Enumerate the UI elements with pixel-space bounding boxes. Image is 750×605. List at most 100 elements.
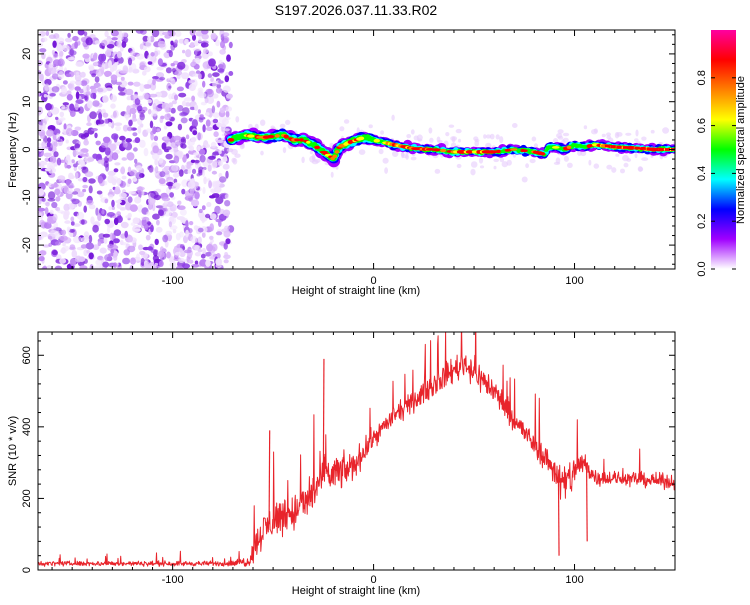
noise-blob: [61, 105, 66, 110]
noise-blob: [138, 191, 142, 199]
noise-blob: [197, 227, 204, 233]
faint-blob: [474, 140, 480, 147]
noise-blob: [84, 171, 94, 178]
noise-blob: [103, 237, 108, 244]
noise-blob: [205, 126, 214, 131]
faint-blob: [593, 163, 600, 169]
noise-blob: [207, 51, 213, 57]
faint-blob: [620, 168, 625, 174]
noise-blob: [210, 78, 214, 83]
noise-blob: [223, 37, 229, 44]
noise-blob: [214, 205, 221, 215]
noise-blob: [161, 102, 170, 110]
noise-blob: [179, 250, 186, 257]
noise-blob: [132, 177, 138, 182]
noise-blob: [139, 43, 144, 50]
noise-blob: [97, 175, 104, 184]
noise-blob: [73, 163, 78, 168]
noise-blob: [156, 66, 164, 71]
noise-blob: [38, 91, 41, 97]
y-tick-label: 600: [21, 346, 33, 364]
noise-blob: [228, 71, 234, 76]
noise-blob: [38, 142, 42, 147]
noise-blob: [56, 37, 65, 44]
noise-blob: [142, 35, 149, 42]
noise-blob: [158, 157, 164, 164]
noise-blob: [130, 118, 138, 122]
noise-blob: [62, 80, 68, 85]
noise-blob: [207, 164, 212, 172]
noise-blob: [59, 235, 68, 241]
noise-blob: [120, 221, 129, 229]
noise-blob: [129, 169, 138, 177]
noise-blob: [88, 204, 96, 210]
x-tick-label: 0: [371, 275, 377, 287]
noise-blob: [75, 172, 79, 180]
noise-blob: [184, 249, 192, 254]
noise-blob: [142, 216, 150, 223]
noise-blob: [42, 37, 48, 42]
noise-blob: [46, 141, 51, 148]
faint-blob: [301, 156, 305, 163]
noise-blob: [108, 194, 114, 199]
noise-blob: [39, 219, 45, 227]
noise-blob: [216, 121, 221, 128]
noise-blob: [192, 130, 198, 136]
noise-blob: [224, 194, 229, 199]
track-core: [227, 138, 235, 142]
noise-blob: [183, 169, 189, 175]
noise-blob: [66, 164, 72, 169]
noise-blob: [178, 257, 185, 263]
noise-blob: [41, 141, 46, 149]
faint-blob: [478, 157, 484, 164]
noise-blob: [145, 234, 151, 241]
noise-blob: [93, 265, 102, 269]
noise-blob: [64, 37, 73, 43]
faint-blob: [406, 134, 412, 139]
noise-blob: [148, 164, 154, 173]
noise-blob: [199, 114, 204, 118]
noise-blob: [63, 123, 67, 130]
noise-blob: [224, 252, 229, 257]
noise-blob: [65, 155, 71, 164]
noise-blob: [208, 58, 216, 67]
noise-blob: [217, 64, 224, 69]
noise-blob: [150, 132, 154, 141]
faint-blob: [392, 150, 399, 157]
track-core: [610, 145, 616, 148]
noise-blob: [92, 224, 99, 233]
noise-blob: [174, 30, 182, 37]
noise-blob: [171, 100, 177, 105]
noise-blob: [209, 195, 216, 199]
noise-blob: [74, 41, 78, 49]
noise-blob: [66, 226, 71, 232]
noise-blob: [101, 142, 109, 149]
noise-blob: [177, 200, 182, 206]
faint-blob: [615, 153, 620, 157]
noise-blob: [166, 251, 171, 259]
noise-blob: [149, 120, 154, 129]
noise-blob: [69, 244, 76, 250]
faint-blob: [410, 156, 417, 161]
noise-blob: [113, 217, 119, 226]
noise-blob: [156, 128, 161, 133]
noise-blob: [197, 132, 201, 141]
noise-blob: [132, 132, 138, 137]
noise-blob: [38, 207, 46, 212]
colorbar-axes: 0.0 0.2 0.4 0.6 0.8: [696, 70, 736, 277]
noise-blob: [194, 104, 199, 111]
noise-blob: [205, 259, 211, 267]
noise-blob: [150, 224, 154, 233]
noise-blob: [88, 66, 95, 71]
faint-blob: [557, 129, 564, 134]
noise-blob: [79, 153, 87, 157]
noise-blob: [150, 52, 155, 57]
noise-blob: [51, 73, 59, 80]
faint-blob: [483, 134, 487, 139]
noise-blob: [69, 103, 75, 111]
noise-blob: [182, 49, 186, 54]
noise-blob: [88, 234, 93, 244]
noise-blob: [75, 61, 84, 67]
noise-blob: [218, 150, 222, 155]
faint-blob: [499, 157, 505, 163]
